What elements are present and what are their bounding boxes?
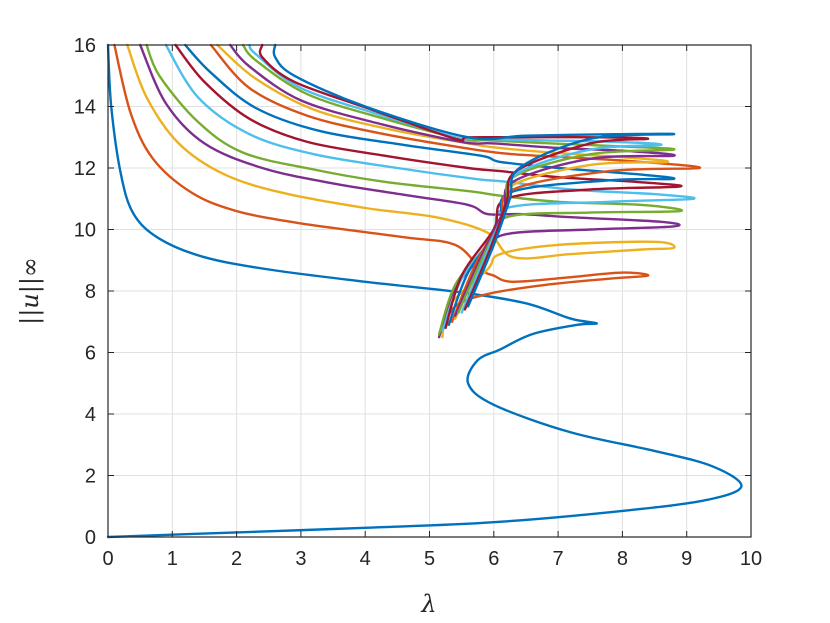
x-tick-label: 6 <box>488 548 499 570</box>
series-line-1 <box>106 43 743 539</box>
x-tick-label: 0 <box>102 548 113 570</box>
x-tick-label: 1 <box>167 548 178 570</box>
x-tick-label: 7 <box>553 548 564 570</box>
y-tick-label: 0 <box>85 527 96 549</box>
series-line-15 <box>272 43 676 308</box>
x-tick-label: 5 <box>424 548 435 570</box>
y-tick-label: 16 <box>74 35 96 57</box>
x-tick-label: 4 <box>360 548 371 570</box>
y-tick-label: 6 <box>85 343 96 365</box>
y-axis-label: ||u||∞ <box>16 257 45 325</box>
series-line-9 <box>209 43 701 323</box>
x-axis-label: λ <box>420 590 436 618</box>
y-tick-label: 12 <box>74 158 96 180</box>
series-lines <box>106 43 743 539</box>
grid-lines <box>107 44 752 538</box>
x-tick-label: 2 <box>231 548 242 570</box>
x-tick-label: 9 <box>681 548 692 570</box>
y-tick-label: 14 <box>74 97 96 119</box>
x-tick-label: 3 <box>295 548 306 570</box>
y-tick-label: 10 <box>74 220 96 242</box>
series-line-3 <box>126 43 676 339</box>
series-line-2 <box>113 43 650 333</box>
y-tick-label: 4 <box>85 404 96 426</box>
series-line-14 <box>258 43 650 311</box>
y-tick-label: 2 <box>85 466 96 488</box>
x-tick-label: 8 <box>617 548 628 570</box>
y-tick-label: 8 <box>85 281 96 303</box>
series-line-8 <box>184 43 676 326</box>
x-tick-label: 10 <box>740 548 762 570</box>
